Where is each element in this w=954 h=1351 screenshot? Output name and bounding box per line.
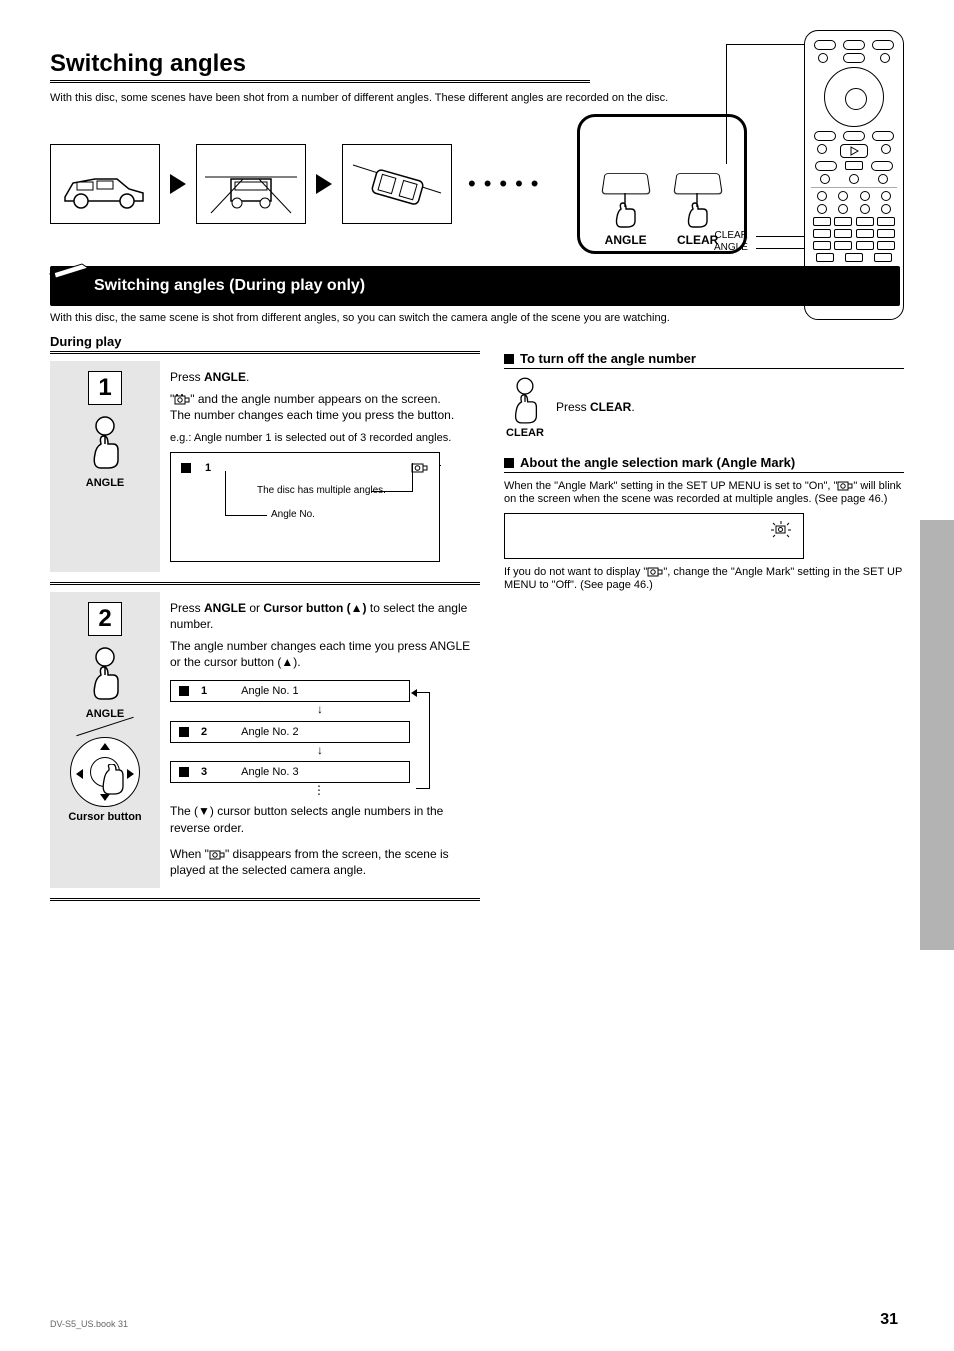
cursor-dpad-icon — [70, 737, 140, 807]
reverse-note: The (▼) cursor button selects angle numb… — [170, 803, 474, 835]
press-button-icon — [81, 644, 129, 704]
cycle-item-2: 2 Angle No. 2 — [170, 721, 410, 743]
step-2-text: Press ANGLE or Cursor button (▲) to sele… — [170, 600, 474, 632]
shot-1 — [50, 144, 160, 224]
black-square-icon — [181, 463, 191, 473]
leader-multi-angle: The disc has multiple angles. — [181, 485, 441, 496]
step-1-eg: e.g.: Angle number 1 is selected out of … — [170, 432, 474, 444]
angle-number: 1 — [205, 462, 211, 474]
pencil-icon — [48, 260, 92, 278]
step-1-explain: "" and the angle number appears on the s… — [170, 391, 474, 423]
angle-mark-icon — [647, 565, 663, 579]
step-2-side-label-a: ANGLE — [86, 708, 125, 720]
arrow-icon — [170, 174, 186, 194]
ellipsis-icon: ••••• — [468, 171, 547, 197]
angle-mark-icon — [174, 393, 190, 407]
during-play-label: During play — [50, 334, 904, 349]
callout-label-angle: ANGLE — [605, 233, 647, 247]
press-button-icon — [81, 413, 129, 473]
band-subtitle: With this disc, the same scene is shot f… — [50, 312, 904, 324]
button-callout: ANGLE CLEAR — [577, 114, 747, 254]
step-1-side-label: ANGLE — [86, 477, 125, 489]
step-2: 2 ANGLE — [50, 592, 480, 889]
press-hand-icon — [681, 189, 715, 229]
side-thumb-tab — [920, 520, 954, 950]
footer-ref: DV-S5_US.book 31 — [50, 1319, 128, 1329]
arrow-icon — [316, 174, 332, 194]
right-heading-2: About the angle selection mark (Angle Ma… — [504, 455, 904, 473]
step-1-text: Press ANGLE. — [170, 369, 474, 385]
callout-label-clear: CLEAR — [677, 233, 718, 247]
right-p1: When the "Angle Mark" setting in the SET… — [504, 479, 904, 505]
cycle-item-1: 1 Angle No. 1 — [170, 680, 410, 702]
clear-button-callout — [675, 171, 721, 229]
angle-button-callout — [603, 171, 649, 229]
car-top-icon — [347, 149, 447, 219]
right-heading-1: To turn off the angle number — [504, 351, 904, 369]
angle-mark-icon — [837, 479, 853, 493]
title-rule — [50, 80, 590, 84]
step-2-number: 2 — [88, 602, 122, 636]
car-side-icon — [55, 149, 155, 219]
cycle-item-3: 3 Angle No. 3 — [170, 761, 410, 783]
press-hand-icon — [609, 189, 643, 229]
car-rear-icon — [201, 149, 301, 219]
press-button-icon: CLEAR — [504, 375, 546, 439]
step-1: 1 ANGLE Press ANGLE. " — [50, 361, 480, 572]
angle-mark-icon — [411, 461, 429, 475]
shot-2 — [196, 144, 306, 224]
shot-3 — [342, 144, 452, 224]
angle-mark-icon — [209, 848, 225, 862]
right-p2: If you do not want to display "", change… — [504, 565, 904, 591]
section-band: Switching angles (During play only) — [50, 266, 900, 306]
step-2-explain: The angle number changes each time you p… — [170, 638, 474, 670]
angle-mark-screen-box — [504, 513, 804, 559]
angle-mark-blink-icon — [769, 520, 793, 540]
tv-screen-example: 1 The disc has multiple angles. Angle No… — [170, 452, 440, 562]
step-2-side-label-b: Cursor button — [68, 811, 141, 823]
right-h1-text: Press CLEAR. — [556, 399, 635, 415]
leader-angle-no: Angle No. — [271, 509, 315, 520]
step-1-number: 1 — [88, 371, 122, 405]
band-title: Switching angles (During play only) — [94, 277, 365, 295]
page-number: 31 — [880, 1311, 898, 1329]
right-side-label-clear: CLEAR — [504, 427, 546, 439]
final-note: When "" disappears from the screen, the … — [170, 846, 474, 878]
